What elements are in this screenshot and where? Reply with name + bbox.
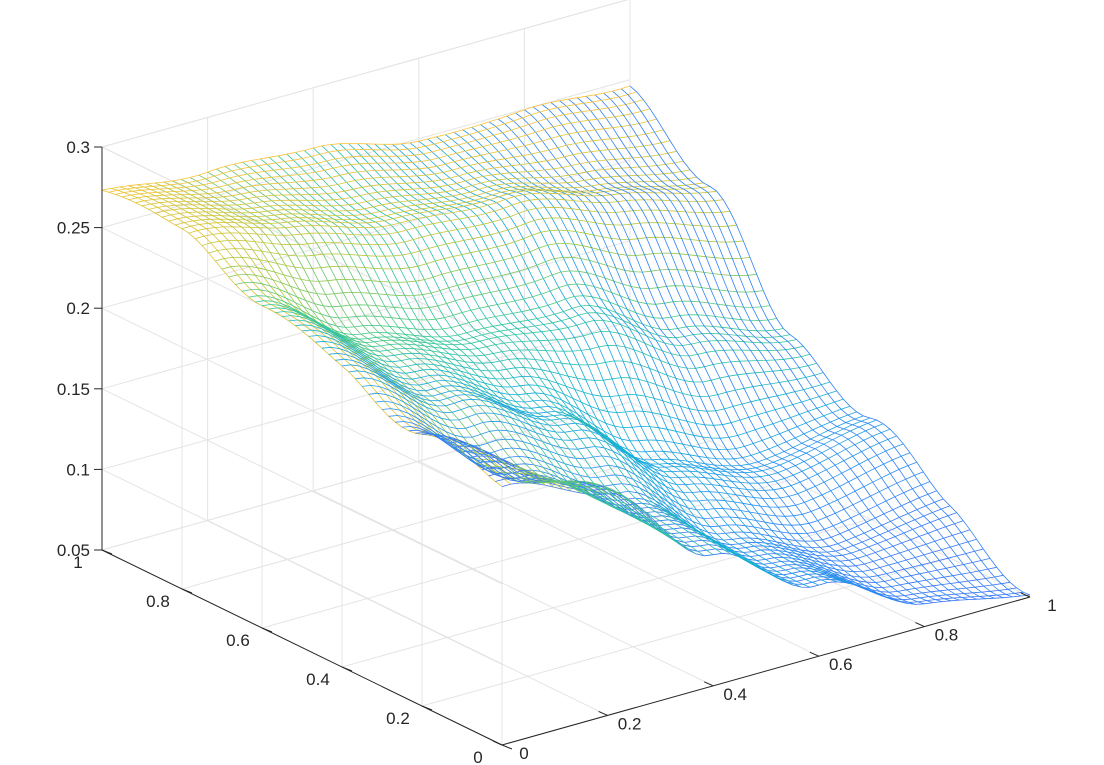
mesh-line-x [355,377,884,478]
x-tick [809,651,820,657]
mesh-line-y [612,90,1013,598]
mesh-line-y [532,106,934,603]
tick-labels: 00.20.40.60.8100.20.40.60.810.050.10.150… [57,138,1057,765]
x-tick [598,710,608,716]
mesh-line-y [312,147,714,556]
y-tick [181,588,193,594]
mesh-line-y [515,112,916,605]
grid-line-backwall-z [101,401,631,551]
z-tick-label: 0.15 [57,380,90,399]
mesh-line-y [620,88,1022,597]
grid-line-floor-y [341,518,871,668]
x-tick [703,681,714,687]
x-tick-label: 0 [519,744,528,763]
x-tick [915,622,925,628]
x-tick-label: 0.2 [618,714,642,733]
mesh-line-x [135,129,664,204]
z-tick-label: 0.05 [57,541,90,560]
mesh-line-x [155,160,684,214]
mesh-line-x [215,229,744,270]
x-tick [1020,592,1031,598]
grid-line-floor-x [312,490,714,687]
grid-line-floor-y [261,479,791,629]
grid-line-leftwall-z [101,388,503,585]
mesh-line-y [603,92,1004,599]
mesh-line-x [408,429,937,542]
mesh-line-x [481,466,1011,597]
y-tick-label: 0.8 [146,592,170,611]
mesh-line-y [629,85,1031,596]
y-tick-label: 0.4 [306,670,330,689]
y-tick [421,705,433,711]
grid-line-backwall-z [101,159,631,309]
mesh-line-y [576,97,978,600]
z-tick-label: 0.25 [57,219,90,238]
x-tick-label: 0.6 [829,655,853,674]
grid-line-backwall-z [101,240,631,390]
x-tick-label: 1 [1047,596,1056,615]
mesh-line-x [141,140,671,207]
y-axis-line [101,549,503,746]
y-tick [341,666,353,672]
x-tick-label: 0.8 [935,626,959,645]
mesh-line-x [121,108,651,198]
mesh-line-x [128,118,657,200]
mesh-line-y [559,100,960,601]
x-tick [492,740,503,746]
y-tick-label: 0.2 [386,709,410,728]
axis-lines [94,146,1031,750]
mesh-line-y [594,94,995,599]
mesh-line-y [585,95,987,600]
mesh-line-x [148,150,677,210]
y-tick [261,627,273,633]
y-tick [101,549,113,555]
mesh-line-x [115,99,644,195]
mesh-line-x [108,91,637,193]
mesh-line-y [550,102,951,602]
x-tick-label: 0.4 [723,685,747,704]
grid-line-backwall-z [101,320,631,470]
mesh-line-x [175,182,704,226]
z-tick-label: 0.2 [66,299,90,318]
y-tick-label: 1 [73,553,82,572]
y-tick [501,744,513,750]
x-axis-line [501,596,1031,746]
box-top-edge [101,0,629,148]
surface-mesh [101,85,1031,605]
z-tick-label: 0.1 [66,460,90,479]
mesh-line-x [428,434,957,557]
y-tick-label: 0.6 [226,631,250,650]
mesh-line-x [161,169,691,218]
z-tick-label: 0.3 [66,138,90,157]
grid-line-leftwall-z [101,307,503,504]
grid-line-leftwall-z [101,468,503,665]
grid-line-floor-y [181,440,711,590]
grid-line-floor-y [421,557,951,707]
grid-line-floor-x [524,431,925,628]
mesh-line-x [101,85,631,191]
mesh-line-y [568,98,969,600]
mesh-line-y [541,104,943,602]
grid-line-floor-x [418,460,820,657]
y-tick-label: 0 [473,748,482,765]
